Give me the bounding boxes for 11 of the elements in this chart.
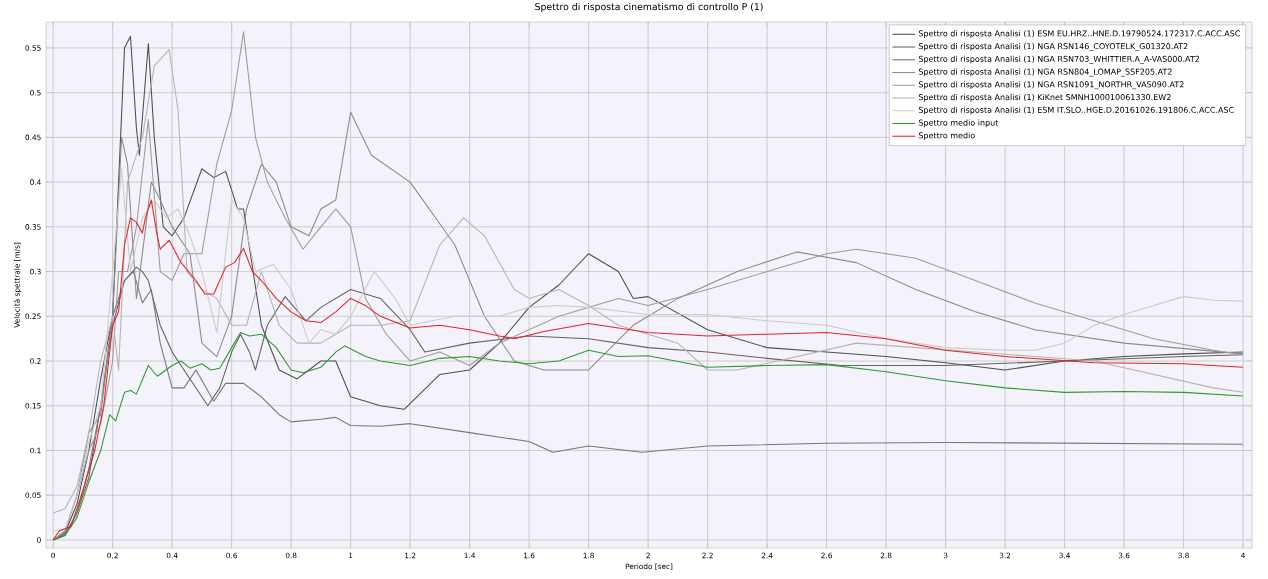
- legend-label: Spettro medio: [918, 132, 975, 140]
- legend-label: Spettro di risposta Analisi (1) ESM IT.SLO..HGE.D.20161026.191806.C.ACC.ASC: [918, 106, 1234, 115]
- legend-label: Spettro di risposta Analisi (1) NGA RSN804_LOMAP_SSF205.AT2: [918, 68, 1172, 77]
- line-series: [52, 331, 1244, 541]
- legend-label: Spettro medio input: [918, 119, 999, 128]
- legend-label: Spettro di risposta Analisi (1) KiKnet SMNH100010061330.EW2: [918, 93, 1171, 102]
- legend-label: Spettro di risposta Analisi (1) NGA RSN703_WHITTIER.A_A-VAS000.AT2: [918, 55, 1200, 64]
- legend-label: Spettro di risposta Analisi (1) NGA RSN1091_NORTHR_VAS090.AT2: [918, 81, 1184, 90]
- chart-title: Spettro di risposta cinematismo di controllo P (1): [535, 2, 763, 12]
- legend-label: Spettro di risposta Analisi (1) NGA RSN146_COYOTELK_G01320.AT2: [918, 42, 1188, 51]
- legend-label: Spettro di risposta Analisi (1) ESM EU.HRZ..HNE.D.19790524.172317.C.ACC.ASC: [918, 30, 1240, 38]
